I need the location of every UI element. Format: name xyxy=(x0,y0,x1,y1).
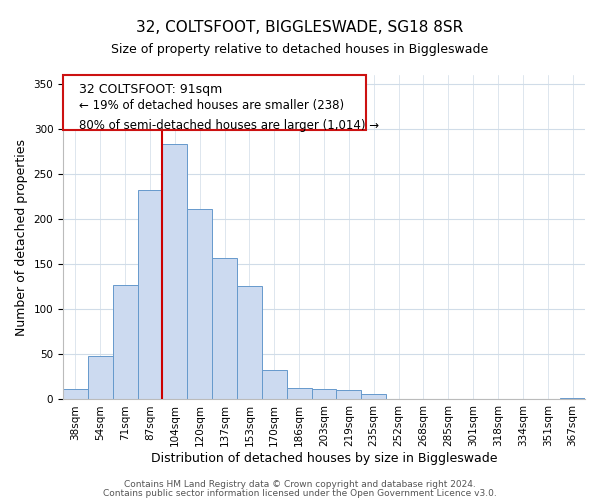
Bar xyxy=(560,398,585,400)
Text: 32, COLTSFOOT, BIGGLESWADE, SG18 8SR: 32, COLTSFOOT, BIGGLESWADE, SG18 8SR xyxy=(136,20,464,35)
Bar xyxy=(187,210,212,400)
Bar xyxy=(63,388,88,400)
Bar xyxy=(88,356,113,400)
Bar xyxy=(163,144,187,400)
Bar xyxy=(137,190,163,400)
Text: 80% of semi-detached houses are larger (1,014) →: 80% of semi-detached houses are larger (… xyxy=(79,119,379,132)
Bar xyxy=(361,394,386,400)
Bar xyxy=(237,286,262,400)
Text: ← 19% of detached houses are smaller (238): ← 19% of detached houses are smaller (23… xyxy=(79,100,344,112)
Bar xyxy=(113,285,137,400)
Bar xyxy=(262,370,287,400)
Text: 32 COLTSFOOT: 91sqm: 32 COLTSFOOT: 91sqm xyxy=(79,83,222,96)
Text: Contains public sector information licensed under the Open Government Licence v3: Contains public sector information licen… xyxy=(103,488,497,498)
Bar xyxy=(212,258,237,400)
X-axis label: Distribution of detached houses by size in Biggleswade: Distribution of detached houses by size … xyxy=(151,452,497,465)
Bar xyxy=(337,390,361,400)
Bar xyxy=(287,388,311,400)
Text: Size of property relative to detached houses in Biggleswade: Size of property relative to detached ho… xyxy=(112,42,488,56)
Y-axis label: Number of detached properties: Number of detached properties xyxy=(15,138,28,336)
Text: Contains HM Land Registry data © Crown copyright and database right 2024.: Contains HM Land Registry data © Crown c… xyxy=(124,480,476,489)
Bar xyxy=(311,388,337,400)
FancyBboxPatch shape xyxy=(63,75,366,130)
